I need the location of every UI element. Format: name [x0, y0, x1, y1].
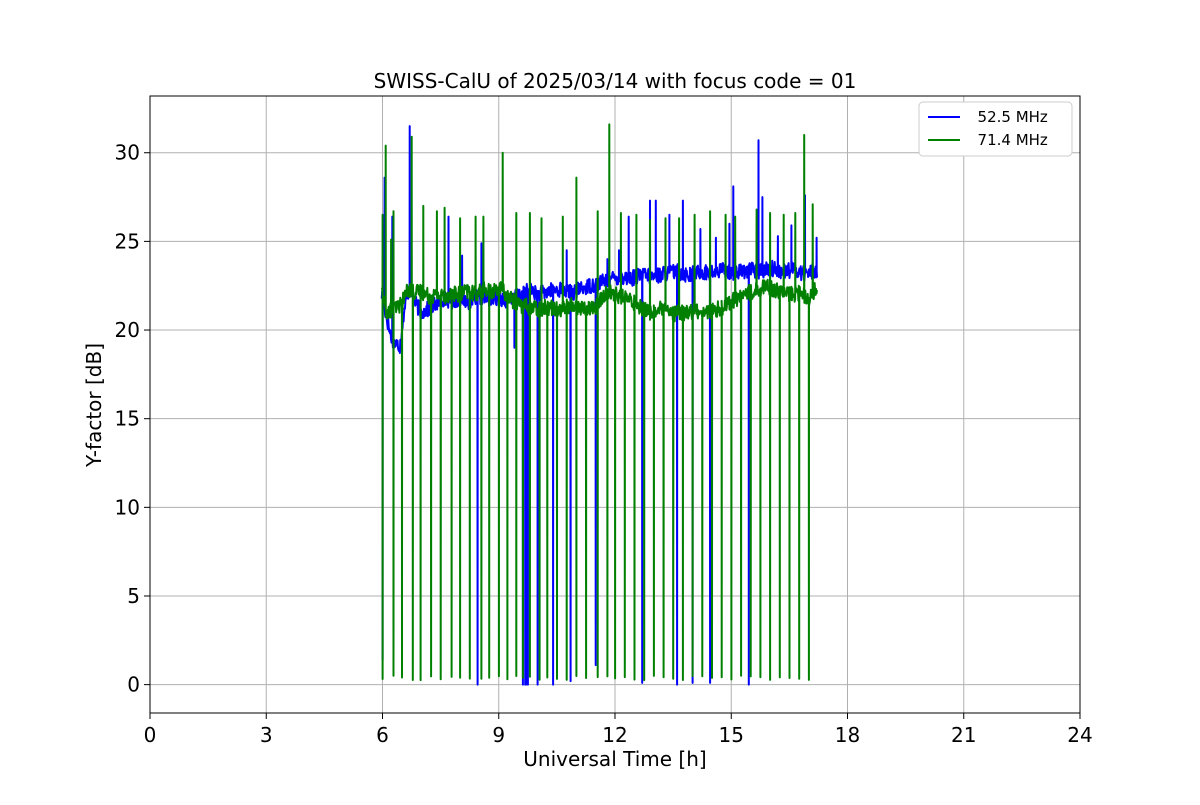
series-line-1	[380, 123, 818, 682]
y-tick-label-0: 0	[127, 673, 140, 697]
y-tick-label-2: 10	[115, 495, 140, 519]
x-tick-label-8: 24	[1067, 723, 1092, 747]
x-tick-label-6: 18	[835, 723, 860, 747]
x-axis-ticks: 0 3 6 9 12 15 18 21 24	[144, 713, 1093, 747]
legend-box	[918, 101, 1073, 157]
x-tick-label-5: 15	[719, 723, 744, 747]
y-tick-label-1: 5	[127, 584, 140, 608]
x-axis-label: Universal Time [h]	[523, 747, 706, 771]
x-tick-label-1: 3	[260, 723, 273, 747]
y-axis-label: Y-factor [dB]	[82, 343, 106, 468]
x-tick-label-3: 9	[492, 723, 505, 747]
x-tick-label-0: 0	[144, 723, 157, 747]
y-tick-label-5: 25	[115, 229, 140, 253]
legend: 52.5 MHz 71.4 MHz	[918, 101, 1073, 157]
chart-title: SWISS-CalU of 2025/03/14 with focus code…	[374, 69, 857, 93]
legend-entry-71-4-mhz: 71.4 MHz	[968, 131, 1048, 149]
series-layer	[380, 123, 818, 686]
x-tick-label-2: 6	[376, 723, 389, 747]
x-tick-label-7: 21	[951, 723, 976, 747]
y-tick-label-3: 15	[115, 407, 140, 431]
y-tick-label-4: 20	[115, 318, 140, 342]
y-tick-label-6: 30	[115, 141, 140, 165]
x-tick-label-4: 12	[602, 723, 627, 747]
y-axis-ticks: 0 5 10 15 20 25 30	[115, 141, 150, 697]
legend-entry-52-5-mhz: 52.5 MHz	[968, 108, 1048, 126]
